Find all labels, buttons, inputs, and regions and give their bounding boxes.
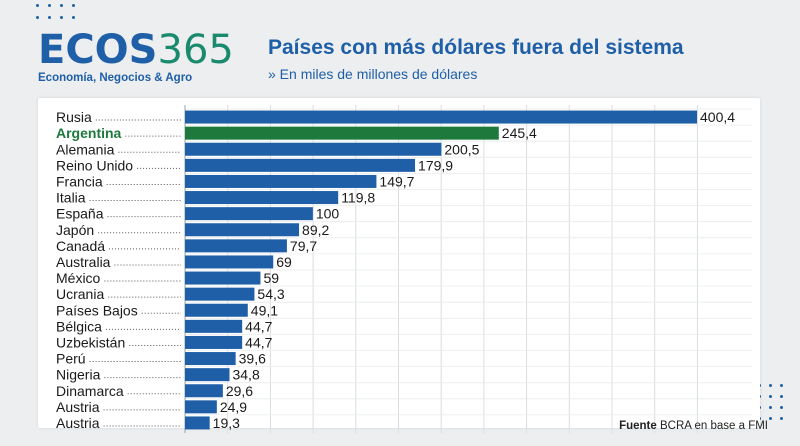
value-label: 400,4 — [700, 109, 735, 125]
bar — [185, 110, 697, 124]
decorative-dot — [48, 4, 51, 7]
bar — [185, 207, 313, 221]
value-label: 24,9 — [220, 399, 247, 415]
bar — [185, 223, 300, 237]
category-label: Perú — [56, 351, 86, 367]
value-label: 49,1 — [251, 302, 278, 318]
bar — [185, 287, 255, 301]
decorative-dot — [769, 406, 772, 409]
logo-wordmark: ECOS365 — [38, 30, 234, 70]
value-label: 54,3 — [257, 286, 284, 302]
logo-word: ECOS — [38, 27, 158, 73]
bar — [185, 239, 287, 253]
bar — [185, 255, 274, 269]
decorative-dot — [60, 4, 63, 7]
category-label: México — [56, 270, 101, 286]
category-label: Japón — [56, 222, 94, 238]
bar — [185, 352, 236, 366]
category-label: Rusia — [56, 109, 92, 125]
value-label: 59 — [263, 270, 279, 286]
category-label: Ucrania — [56, 286, 104, 302]
value-label: 39,6 — [239, 351, 266, 367]
value-label: 200,5 — [444, 141, 479, 157]
bar — [185, 400, 217, 414]
value-label: 44,7 — [245, 318, 272, 334]
decorative-dot — [769, 417, 772, 420]
category-label: Austria — [56, 399, 100, 415]
category-label: Italia — [56, 190, 86, 206]
value-label: 89,2 — [302, 222, 329, 238]
source-note: Fuente BCRA en base a FMI — [619, 420, 768, 432]
bar — [185, 384, 223, 398]
category-label: Países Bajos — [56, 302, 138, 318]
decorative-dot — [36, 4, 39, 7]
bar — [185, 271, 261, 285]
decorative-dot — [48, 16, 51, 19]
logo-tagline: Economía, Negocios & Agro — [38, 72, 193, 84]
category-label: Reino Unido — [56, 157, 133, 173]
category-label: Bélgica — [56, 318, 102, 334]
category-label: Francia — [56, 173, 103, 189]
value-label: 119,8 — [341, 190, 375, 206]
decorative-dot — [780, 406, 783, 409]
decorative-dot — [780, 417, 783, 420]
bar — [185, 174, 377, 188]
category-label: Canadá — [56, 238, 105, 254]
value-label: 34,8 — [232, 367, 259, 383]
value-label: 19,3 — [213, 415, 240, 431]
bar — [185, 335, 243, 349]
bar — [185, 368, 230, 382]
source-label: Fuente — [619, 420, 657, 432]
category-label: Argentina — [56, 125, 122, 141]
category-label: Uzbekistán — [56, 334, 125, 350]
bar — [185, 191, 339, 205]
bar — [185, 303, 248, 317]
bar — [185, 158, 416, 172]
decorative-dot — [780, 395, 783, 398]
value-label: 29,6 — [226, 383, 253, 399]
decorative-dot — [769, 395, 772, 398]
category-label: Alemania — [56, 141, 115, 157]
decorative-dot — [72, 16, 75, 19]
chart-title: Países con más dólares fuera del sistema — [268, 36, 684, 59]
category-label: Dinamarca — [56, 383, 124, 399]
category-label: España — [56, 206, 104, 222]
category-label: Austria — [56, 415, 100, 431]
decorative-dot — [769, 384, 772, 387]
decorative-dot — [36, 16, 39, 19]
bar — [185, 319, 243, 333]
decorative-dot — [60, 16, 63, 19]
value-label: 100 — [316, 206, 340, 222]
value-label: 245,4 — [502, 125, 537, 141]
logo-number: 365 — [157, 27, 234, 73]
value-label: 79,7 — [290, 238, 317, 254]
brand-logo: ECOS365 Economía, Negocios & Agro — [38, 30, 234, 84]
category-label: Nigeria — [56, 367, 101, 383]
category-label: Australia — [56, 254, 111, 270]
value-label: 179,9 — [418, 157, 453, 173]
bar — [185, 126, 499, 140]
chart-subtitle: » En miles de millones de dólares — [268, 66, 478, 82]
decorative-dot — [72, 4, 75, 7]
value-label: 44,7 — [245, 334, 272, 350]
value-label: 69 — [276, 254, 292, 270]
value-label: 149,7 — [379, 173, 414, 189]
bar — [185, 416, 210, 430]
decorative-dot — [780, 384, 783, 387]
bar — [185, 142, 442, 156]
source-text: BCRA en base a FMI — [659, 420, 768, 432]
